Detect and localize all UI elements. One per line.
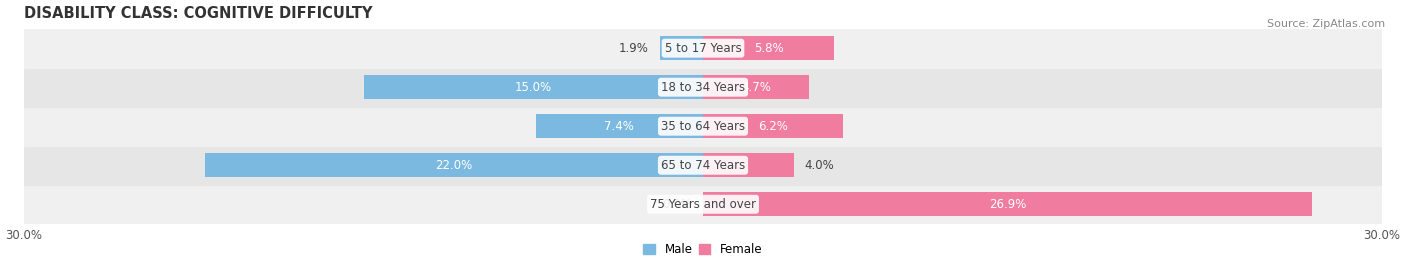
Text: Source: ZipAtlas.com: Source: ZipAtlas.com xyxy=(1267,19,1385,29)
Bar xyxy=(364,75,703,99)
Text: 7.4%: 7.4% xyxy=(605,120,634,133)
Bar xyxy=(24,107,1382,146)
Text: 5 to 17 Years: 5 to 17 Years xyxy=(665,42,741,55)
Bar xyxy=(703,75,810,99)
Text: 0.0%: 0.0% xyxy=(662,198,692,211)
Text: 4.7%: 4.7% xyxy=(741,81,770,94)
Bar xyxy=(703,114,844,138)
Bar xyxy=(659,36,703,60)
Bar xyxy=(205,153,703,177)
Text: 5.8%: 5.8% xyxy=(754,42,783,55)
Text: 4.0%: 4.0% xyxy=(804,159,835,172)
Text: 35 to 64 Years: 35 to 64 Years xyxy=(661,120,745,133)
Text: 22.0%: 22.0% xyxy=(436,159,472,172)
Bar xyxy=(536,114,703,138)
Text: 6.2%: 6.2% xyxy=(758,120,789,133)
Bar xyxy=(24,68,1382,107)
Bar xyxy=(24,185,1382,224)
Text: 26.9%: 26.9% xyxy=(988,198,1026,211)
Bar xyxy=(703,192,1312,216)
Bar xyxy=(703,36,834,60)
Legend: Male, Female: Male, Female xyxy=(638,238,768,261)
Bar xyxy=(703,153,793,177)
Text: DISABILITY CLASS: COGNITIVE DIFFICULTY: DISABILITY CLASS: COGNITIVE DIFFICULTY xyxy=(24,6,373,20)
Text: 15.0%: 15.0% xyxy=(515,81,551,94)
Text: 75 Years and over: 75 Years and over xyxy=(650,198,756,211)
Text: 65 to 74 Years: 65 to 74 Years xyxy=(661,159,745,172)
Bar xyxy=(24,146,1382,185)
Bar xyxy=(24,29,1382,68)
Text: 1.9%: 1.9% xyxy=(619,42,648,55)
Text: 18 to 34 Years: 18 to 34 Years xyxy=(661,81,745,94)
